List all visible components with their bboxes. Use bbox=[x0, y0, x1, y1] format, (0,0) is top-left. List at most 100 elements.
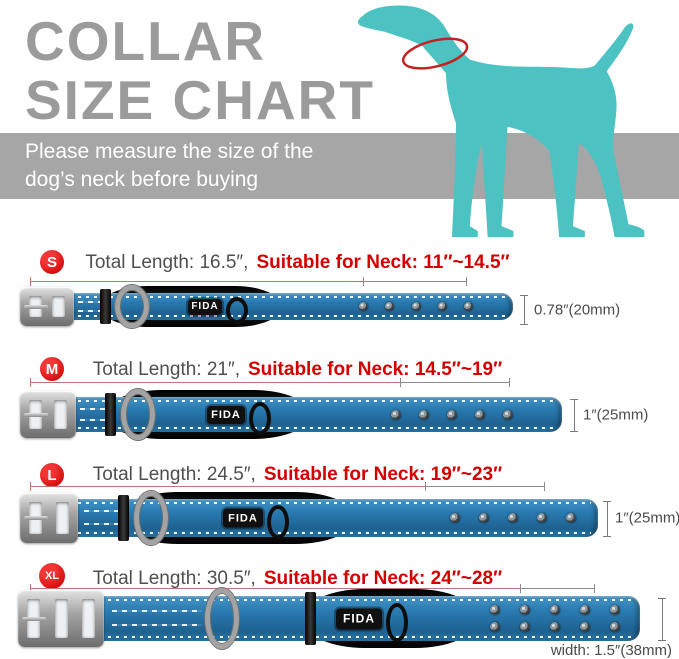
eyelet-holes bbox=[391, 397, 513, 432]
size-badge-xl: XL bbox=[39, 563, 65, 589]
buckle-hole bbox=[55, 599, 68, 638]
measure-line-m bbox=[30, 377, 510, 387]
neck-segment bbox=[30, 281, 363, 282]
stitch-line bbox=[28, 599, 633, 601]
eyelet-row bbox=[359, 302, 473, 311]
eyelet-holes bbox=[359, 293, 473, 320]
measure-line-s bbox=[30, 276, 467, 286]
stitch-line bbox=[28, 636, 633, 638]
eyelet-row bbox=[490, 605, 620, 615]
brand-label: FIDA bbox=[207, 405, 245, 424]
width-label-xl: width: 1.5″(38mm) bbox=[550, 642, 672, 659]
stitch-line bbox=[30, 400, 555, 402]
eyelet-row bbox=[490, 622, 620, 632]
d-ring-icon bbox=[134, 491, 168, 545]
width-bracket-s bbox=[520, 295, 528, 325]
tick-start bbox=[30, 482, 31, 491]
total-length-s: Total Length: 16.5″, bbox=[85, 252, 249, 273]
title-line-2: SIZE CHART bbox=[25, 69, 375, 131]
label-ring-icon bbox=[267, 504, 289, 540]
brand-label: FIDA bbox=[188, 298, 222, 315]
stitch-line bbox=[30, 315, 506, 317]
neck-segment bbox=[30, 486, 425, 487]
length-segment bbox=[520, 588, 595, 589]
label-ring-icon bbox=[249, 402, 271, 435]
width-label-s: 0.78″(20mm) bbox=[534, 301, 621, 319]
collar-strap bbox=[20, 596, 640, 641]
size-row-text-m: Total Length: 21″, Suitable for Neck: 14.… bbox=[30, 359, 565, 381]
buckle-hole bbox=[52, 296, 65, 317]
collar-graphic-l: FIDA bbox=[20, 491, 598, 545]
total-length-m: Total Length: 21″, bbox=[92, 359, 240, 380]
neck-range-s: Suitable for Neck: 11″~14.5″ bbox=[256, 252, 510, 273]
reflective-stripe bbox=[78, 309, 102, 312]
width-bracket-m bbox=[570, 399, 578, 432]
reflective-stripe bbox=[112, 609, 202, 612]
reflective-stripe bbox=[84, 522, 120, 525]
label-ring-icon bbox=[226, 297, 248, 324]
tick-neck bbox=[520, 584, 521, 593]
eyelet-row bbox=[450, 513, 576, 523]
d-ring-icon bbox=[115, 285, 149, 328]
buckle-hole bbox=[82, 599, 95, 638]
d-ring-icon bbox=[205, 588, 239, 649]
buckle-prong bbox=[22, 616, 46, 621]
tick-neck bbox=[400, 378, 401, 387]
neck-measure-ellipse bbox=[401, 37, 469, 70]
keeper-loop bbox=[100, 289, 111, 324]
length-segment bbox=[425, 486, 545, 487]
buckle-hole bbox=[56, 502, 69, 534]
banner-line-1: Please measure the size of the bbox=[25, 140, 314, 163]
reflective-stripe bbox=[78, 301, 102, 304]
width-label-m: 1″(25mm) bbox=[583, 406, 649, 424]
buckle-prong bbox=[24, 304, 48, 309]
neck-range-m: Suitable for Neck: 14.5″~19″ bbox=[248, 359, 503, 380]
stitch-line bbox=[30, 532, 591, 534]
size-badge-s: S bbox=[40, 250, 64, 274]
measure-line-xl bbox=[30, 583, 595, 593]
tick-neck bbox=[363, 277, 364, 286]
width-bracket-xl bbox=[658, 598, 666, 641]
buckle-icon bbox=[20, 493, 78, 543]
size-row-text-s: Total Length: 16.5″, Suitable for Neck: 1… bbox=[30, 252, 565, 274]
eyelet-holes bbox=[450, 499, 576, 537]
keeper-loop bbox=[105, 393, 116, 436]
buckle-prong bbox=[24, 516, 48, 520]
eyelet-holes bbox=[490, 596, 620, 641]
reflective-stripe bbox=[112, 623, 202, 626]
tick-start bbox=[30, 378, 31, 387]
page-title: COLLAR SIZE CHART bbox=[25, 12, 375, 130]
reflective-stripe bbox=[80, 418, 107, 421]
buckle-icon bbox=[20, 287, 74, 326]
total-length-l: Total Length: 24.5″, bbox=[92, 464, 256, 485]
brand-label: FIDA bbox=[336, 608, 382, 629]
banner-text: Please measure the size of the dog’s nec… bbox=[25, 138, 313, 194]
collar-graphic-s: FIDA bbox=[20, 285, 513, 328]
width-label-l: 1″(25mm) bbox=[615, 509, 679, 527]
tick-end bbox=[509, 378, 510, 387]
stitch-line bbox=[30, 502, 591, 504]
brand-label: FIDA bbox=[223, 508, 263, 528]
stitch-line bbox=[30, 427, 555, 429]
title-line-1: COLLAR bbox=[25, 10, 267, 72]
size-badge-m: M bbox=[40, 357, 64, 381]
banner-line-2: dog’s neck before buying bbox=[25, 168, 259, 191]
keeper-loop bbox=[305, 592, 316, 645]
keeper-loop bbox=[118, 495, 129, 541]
width-bracket-l bbox=[603, 501, 611, 537]
tick-end bbox=[544, 482, 545, 491]
tick-start bbox=[30, 277, 31, 286]
stitch-line bbox=[30, 296, 506, 298]
reflective-stripe bbox=[80, 407, 107, 410]
neck-range-l: Suitable for Neck: 19″~23″ bbox=[263, 464, 503, 485]
dog-silhouette-image bbox=[357, 5, 645, 238]
collar-graphic-xl: FIDA bbox=[18, 588, 640, 649]
d-ring-icon bbox=[121, 389, 155, 440]
tick-end bbox=[466, 277, 467, 286]
size-badge-l: L bbox=[40, 463, 64, 487]
total-length-xl: Total Length: 30.5″, bbox=[92, 568, 256, 589]
buckle-icon bbox=[20, 391, 76, 438]
length-segment bbox=[363, 281, 467, 282]
buckle-prong bbox=[24, 412, 48, 417]
tick-end bbox=[594, 584, 595, 593]
